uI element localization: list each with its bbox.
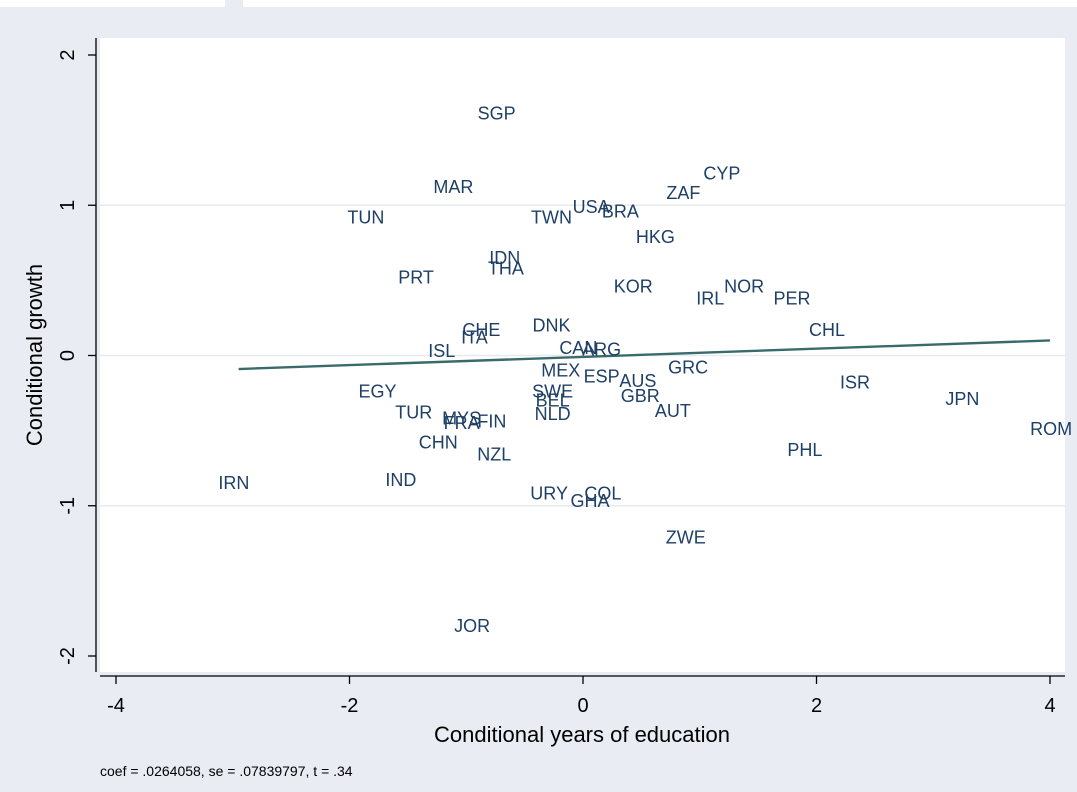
point-label-nzl: NZL xyxy=(477,445,511,465)
x-tick-label: -2 xyxy=(341,695,359,717)
y-tick-label: 1 xyxy=(57,200,79,211)
point-label-hkg: HKG xyxy=(636,227,675,247)
point-label-aut: AUT xyxy=(655,401,691,421)
point-label-arg: ARG xyxy=(582,339,621,359)
point-label-idn: IDN xyxy=(489,248,520,268)
point-label-sgp: SGP xyxy=(478,104,516,124)
y-tick-label: -2 xyxy=(57,647,79,665)
point-label-usa: USA xyxy=(573,197,610,217)
x-tick-label: 4 xyxy=(1044,695,1055,717)
point-label-gbr: GBR xyxy=(621,386,660,406)
point-label-dnk: DNK xyxy=(532,315,570,335)
point-label-irl: IRL xyxy=(696,288,724,308)
point-label-aus: AUS xyxy=(619,371,656,391)
point-label-chl: CHL xyxy=(809,320,845,340)
x-axis-title: Conditional years of education xyxy=(434,722,730,747)
point-label-jor: JOR xyxy=(454,616,490,636)
point-label-tha: THA xyxy=(488,258,524,278)
point-label-nld: NLD xyxy=(535,404,571,424)
point-label-twn: TWN xyxy=(531,207,572,227)
point-label-swe: SWE xyxy=(532,382,573,402)
top-strip-left xyxy=(0,0,225,7)
point-label-ury: URY xyxy=(530,484,568,504)
point-label-grc: GRC xyxy=(668,358,708,378)
point-label-prt: PRT xyxy=(398,267,434,287)
point-label-mys: MYS xyxy=(442,409,481,429)
y-tick-label: 0 xyxy=(57,350,79,361)
point-label-isl: ISL xyxy=(428,341,455,361)
point-label-isr: ISR xyxy=(840,373,870,393)
point-label-ita: ITA xyxy=(461,327,488,347)
point-label-esp: ESP xyxy=(584,367,620,387)
y-tick-label: 2 xyxy=(57,49,79,60)
point-label-bra: BRA xyxy=(602,201,639,221)
point-label-irn: IRN xyxy=(218,473,249,493)
top-strip-right xyxy=(243,0,1077,7)
point-label-can: CAN xyxy=(559,338,597,358)
point-label-fra: FRA xyxy=(444,413,480,433)
point-label-tun: TUN xyxy=(347,207,384,227)
point-label-fin: FIN xyxy=(477,412,506,432)
point-label-per: PER xyxy=(773,288,810,308)
point-label-tur: TUR xyxy=(395,403,432,423)
point-label-jpn: JPN xyxy=(945,389,979,409)
fit-layer xyxy=(238,339,1051,371)
grid-layer xyxy=(100,204,1065,507)
point-label-kor: KOR xyxy=(614,276,653,296)
y-tick-label: -1 xyxy=(57,497,79,515)
point-label-zaf: ZAF xyxy=(666,183,700,203)
regression-note: coef = .0264058, se = .07839797, t = .34 xyxy=(100,763,353,779)
fit-line xyxy=(238,339,1051,371)
point-label-cyp: CYP xyxy=(703,164,740,184)
point-label-chn: CHN xyxy=(419,433,458,453)
point-label-phl: PHL xyxy=(787,440,822,460)
point-label-egy: EGY xyxy=(359,382,397,402)
point-label-ind: IND xyxy=(385,470,416,490)
point-label-rom: ROM xyxy=(1030,419,1072,439)
point-label-bel: BEL xyxy=(536,391,570,411)
point-label-gha: GHA xyxy=(570,491,609,511)
x-tick-label: -4 xyxy=(107,695,125,717)
point-label-mex: MEX xyxy=(541,361,580,381)
point-label-mar: MAR xyxy=(433,177,473,197)
point-label-col: COL xyxy=(584,484,621,504)
x-tick-label: 0 xyxy=(577,695,588,717)
point-label-zwe: ZWE xyxy=(666,527,706,547)
point-label-che: CHE xyxy=(462,320,500,340)
point-label-nor: NOR xyxy=(724,276,764,296)
tick-layer: -2 -1 0 1 2 -4 -2 0 2 4 xyxy=(57,49,1056,717)
y-axis-title: Conditional growth xyxy=(22,264,47,446)
x-tick-label: 2 xyxy=(811,695,822,717)
